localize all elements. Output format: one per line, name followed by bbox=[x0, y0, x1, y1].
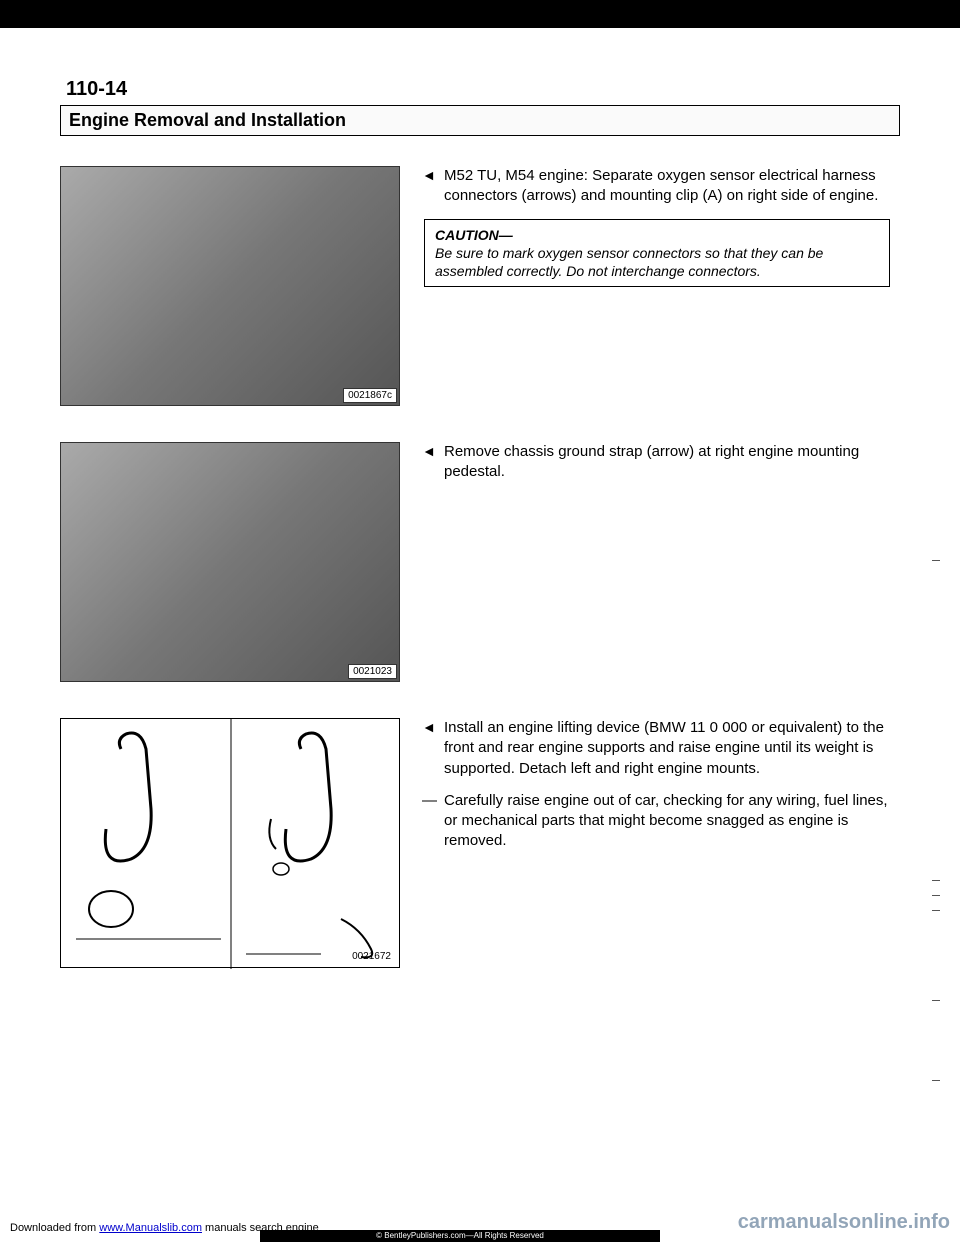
block-3-para-1: Install an engine lifting device (BMW 11… bbox=[424, 718, 890, 779]
block-1: 0021867c M52 TU, M54 engine: Separate ox… bbox=[60, 166, 920, 406]
page-number: 110-14 bbox=[60, 78, 920, 101]
tick bbox=[932, 1080, 940, 1081]
block-1-image-label: 0021867c bbox=[343, 388, 397, 403]
block-2-text-col: Remove chassis ground strap (arrow) at r… bbox=[424, 442, 920, 682]
tick bbox=[932, 1000, 940, 1001]
block-2-image-col: 0021023 bbox=[60, 442, 400, 682]
block-2-image-label: 0021023 bbox=[348, 664, 397, 679]
block-3-diagram: 0021672 bbox=[60, 718, 400, 968]
block-1-text-col: M52 TU, M54 engine: Separate oxygen sens… bbox=[424, 166, 920, 406]
block-1-para-1: M52 TU, M54 engine: Separate oxygen sens… bbox=[424, 166, 890, 207]
footer-left-prefix: Downloaded from bbox=[10, 1222, 99, 1234]
block-3-text-col: Install an engine lifting device (BMW 11… bbox=[424, 718, 920, 968]
bottom-copyright-bar: © BentleyPublishers.com—All Rights Reser… bbox=[260, 1230, 660, 1242]
lifting-device-svg bbox=[61, 719, 401, 969]
block-1-caution-box: CAUTION— Be sure to mark oxygen sensor c… bbox=[424, 219, 890, 288]
block-3-para-2: Carefully raise engine out of car, check… bbox=[424, 791, 890, 852]
block-3: 0021672 Install an engine lifting device… bbox=[60, 718, 920, 968]
footer-watermark: carmanualsonline.info bbox=[738, 1211, 950, 1234]
block-3-image-col: 0021672 bbox=[60, 718, 400, 968]
block-1-photo: 0021867c bbox=[60, 166, 400, 406]
footer-link[interactable]: www.Manualslib.com bbox=[99, 1222, 202, 1234]
block-2: 0021023 Remove chassis ground strap (arr… bbox=[60, 442, 920, 682]
caution-title: CAUTION— bbox=[435, 227, 513, 243]
block-2-photo: 0021023 bbox=[60, 442, 400, 682]
block-2-para-1: Remove chassis ground strap (arrow) at r… bbox=[424, 442, 890, 483]
content-area: 110-14 Engine Removal and Installation 0… bbox=[0, 28, 960, 968]
right-margin-marks bbox=[934, 440, 940, 1182]
block-1-image-col: 0021867c bbox=[60, 166, 400, 406]
section-title: Engine Removal and Installation bbox=[60, 105, 900, 136]
tick bbox=[932, 895, 940, 896]
tick bbox=[932, 560, 940, 561]
tick bbox=[932, 910, 940, 911]
tick bbox=[932, 880, 940, 881]
top-black-bar bbox=[0, 0, 960, 28]
page-container: 110-14 Engine Removal and Installation 0… bbox=[0, 0, 960, 1242]
caution-body: Be sure to mark oxygen sensor connectors… bbox=[435, 245, 823, 279]
